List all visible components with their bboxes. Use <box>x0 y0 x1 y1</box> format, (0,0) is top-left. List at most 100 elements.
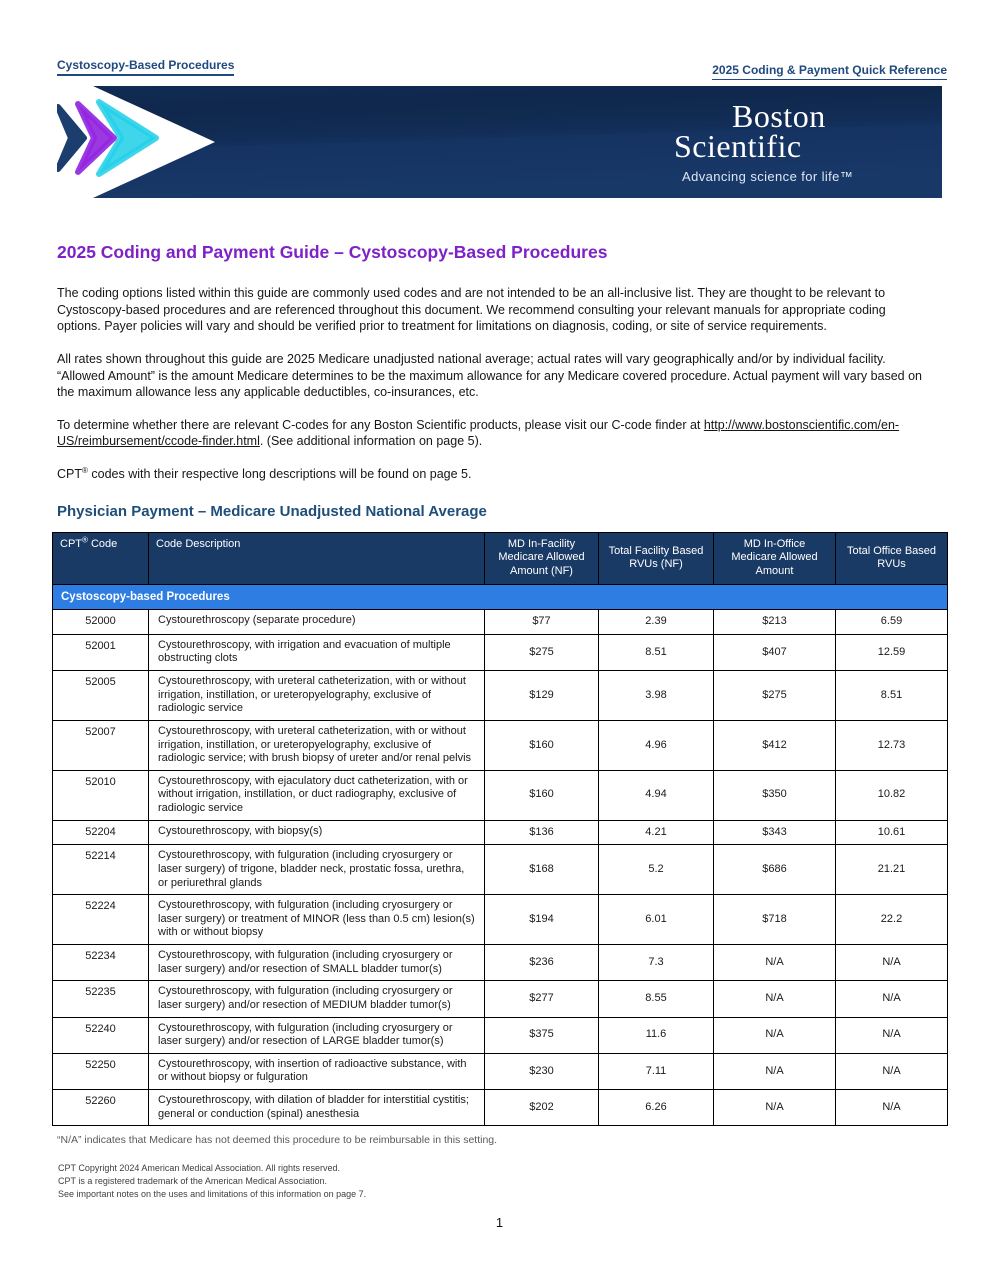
code-description-cell: Cystourethroscopy, with fulguration (inc… <box>148 894 485 945</box>
group-header-row: Cystoscopy-based Procedures <box>52 583 948 611</box>
office-amount-cell: N/A <box>713 943 836 982</box>
office-amount-cell: N/A <box>713 1016 836 1054</box>
table-row: 52240 Cystourethroscopy, with fulguration… <box>52 1016 948 1054</box>
chevron-cyan-icon <box>96 99 159 177</box>
code-description-cell: Cystourethroscopy, with biopsy(s) <box>148 819 485 846</box>
facility-amount-cell: $160 <box>484 769 599 821</box>
na-footnote: “N/A” indicates that Medicare has not de… <box>57 1134 498 1147</box>
facility-rvu-cell: 2.39 <box>598 609 714 635</box>
code-description-cell: Cystourethroscopy, with ejaculatory duct… <box>148 769 485 821</box>
office-rvu-cell: N/A <box>835 1052 948 1091</box>
facility-rvu-cell: 8.51 <box>598 633 714 672</box>
table-row: 52235 Cystourethroscopy, with fulguration… <box>52 980 948 1018</box>
logo-tagline: Advancing science for life™ <box>682 168 854 184</box>
table-row: 52250 Cystourethroscopy, with insertion o… <box>52 1052 948 1091</box>
cpt-copyright-notes: CPT Copyright 2024 American Medical Asso… <box>52 1162 947 1201</box>
facility-rvu-cell: 4.21 <box>598 819 714 846</box>
ccode-paragraph: To determine whether there are relevant … <box>57 417 930 450</box>
office-amount-cell: N/A <box>713 1088 836 1127</box>
ccode-finder-link[interactable]: http://www.bostonscientific.com/en-US/re… <box>57 417 900 449</box>
office-rvu-cell: 21.21 <box>835 844 948 896</box>
office-amount-cell: $718 <box>713 894 836 945</box>
code-description-cell: Cystourethroscopy, with irrigation and e… <box>148 633 485 672</box>
table-header: CPT® Code Code Description MD In-Facilit… <box>52 531 948 585</box>
facility-amount-cell: $136 <box>484 819 599 846</box>
chevron-arrows-icon <box>57 86 942 198</box>
office-amount-cell: N/A <box>713 980 836 1018</box>
office-rvu-cell: 10.82 <box>835 769 948 821</box>
office-amount-cell: $412 <box>713 719 836 771</box>
cpt-code-cell: 52235 <box>52 980 149 1018</box>
cpt-note-paragraph: CPT® codes with their respective long de… <box>57 466 930 483</box>
office-amount-cell: N/A <box>713 1052 836 1091</box>
cpt-code-cell: 52001 <box>52 633 149 672</box>
cpt-text-rest: codes with their respective long descrip… <box>87 467 472 481</box>
cpt-code-cell: 52240 <box>52 1016 149 1054</box>
copyright-line: CPT Copyright 2024 American Medical Asso… <box>58 1163 340 1174</box>
facility-amount-cell: $230 <box>484 1052 599 1091</box>
ccode-text-before: To determine whether there are relevant … <box>57 417 704 432</box>
table-row: 52224 Cystourethroscopy, with fulguration… <box>52 894 948 945</box>
cpt-code-cell: 52224 <box>52 894 149 945</box>
facility-rvu-cell: 4.94 <box>598 769 714 821</box>
table-row: 52001 Cystourethroscopy, with irrigation … <box>52 633 948 672</box>
col-header-office-amount: MD In-Office Medicare Allowed Amount <box>713 531 836 585</box>
office-amount-cell: $213 <box>713 609 836 635</box>
facility-rvu-cell: 5.2 <box>598 844 714 896</box>
office-amount-cell: $343 <box>713 819 836 846</box>
table-row: 52204 Cystourethroscopy, with biopsy(s) $1… <box>52 819 948 846</box>
cpt-code-cell: 52007 <box>52 719 149 771</box>
office-rvu-cell: 12.73 <box>835 719 948 771</box>
facility-amount-cell: $77 <box>484 609 599 635</box>
table-body: Cystoscopy-based Procedures 52000 Cystour… <box>52 583 948 1127</box>
facility-rvu-cell: 7.11 <box>598 1052 714 1091</box>
code-description-cell: Cystourethroscopy, with fulguration (inc… <box>148 980 485 1018</box>
cpt-code-cell: 52250 <box>52 1052 149 1091</box>
code-description-cell: Cystourethroscopy, with ureteral cathete… <box>148 670 485 721</box>
section-heading: Physician Payment – Medicare Unadjusted … <box>57 502 487 520</box>
table-row: 52214 Cystourethroscopy, with fulguration… <box>52 844 948 896</box>
doc-reference-label: 2025 Coding & Payment Quick Reference <box>712 63 947 80</box>
facility-amount-cell: $160 <box>484 719 599 771</box>
table-row: 52260 Cystourethroscopy, with dilation of… <box>52 1088 948 1127</box>
col-header-office-rvu: Total Office Based RVUs <box>835 531 948 585</box>
facility-rvu-cell: 3.98 <box>598 670 714 721</box>
code-description-cell: Cystourethroscopy (separate procedure) <box>148 609 485 635</box>
logo-scientific-text: Scientific <box>674 128 802 165</box>
top-header: Cystoscopy-Based Procedures 2025 Coding … <box>52 58 947 80</box>
code-description-cell: Cystourethroscopy, with insertion of rad… <box>148 1052 485 1091</box>
facility-rvu-cell: 6.01 <box>598 894 714 945</box>
office-rvu-cell: 22.2 <box>835 894 948 945</box>
registered-mark: ® <box>82 465 88 475</box>
facility-amount-cell: $168 <box>484 844 599 896</box>
code-description-cell: Cystourethroscopy, with ureteral cathete… <box>148 719 485 771</box>
ccode-text-after: . (See additional information on page 5)… <box>259 434 483 449</box>
limitations-line: See important notes on the uses and limi… <box>58 1189 367 1200</box>
facility-amount-cell: $275 <box>484 633 599 672</box>
code-description-cell: Cystourethroscopy, with dilation of blad… <box>148 1088 485 1127</box>
office-amount-cell: $350 <box>713 769 836 821</box>
col-header-facility-amount: MD In-Facility Medicare Allowed Amount (… <box>484 531 599 585</box>
cpt-code-cell: 52260 <box>52 1088 149 1127</box>
table-row: 52005 Cystourethroscopy, with ureteral ca… <box>52 670 948 721</box>
group-header-label: Cystoscopy-based Procedures <box>52 583 948 611</box>
cpt-text: CPT <box>57 467 82 481</box>
facility-amount-cell: $375 <box>484 1016 599 1054</box>
office-amount-cell: $407 <box>713 633 836 672</box>
chevron-purple-icon <box>75 101 117 175</box>
office-rvu-cell: N/A <box>835 943 948 982</box>
col-header-description: Code Description <box>148 531 485 585</box>
table-row: 52234 Cystourethroscopy, with fulguration… <box>52 943 948 982</box>
cpt-code-cell: 52010 <box>52 769 149 821</box>
code-description-cell: Cystourethroscopy, with fulguration (inc… <box>148 844 485 896</box>
page-number: 1 <box>495 1215 504 1231</box>
rates-paragraph: All rates shown throughout this guide ar… <box>57 351 923 400</box>
office-rvu-cell: 6.59 <box>835 609 948 635</box>
col-header-cpt-code: CPT® Code <box>52 531 149 585</box>
col-header-facility-rvu: Total Facility Based RVUs (NF) <box>598 531 714 585</box>
office-amount-cell: $686 <box>713 844 836 896</box>
cpt-code-cell: 52005 <box>52 670 149 721</box>
facility-amount-cell: $277 <box>484 980 599 1018</box>
facility-rvu-cell: 7.3 <box>598 943 714 982</box>
